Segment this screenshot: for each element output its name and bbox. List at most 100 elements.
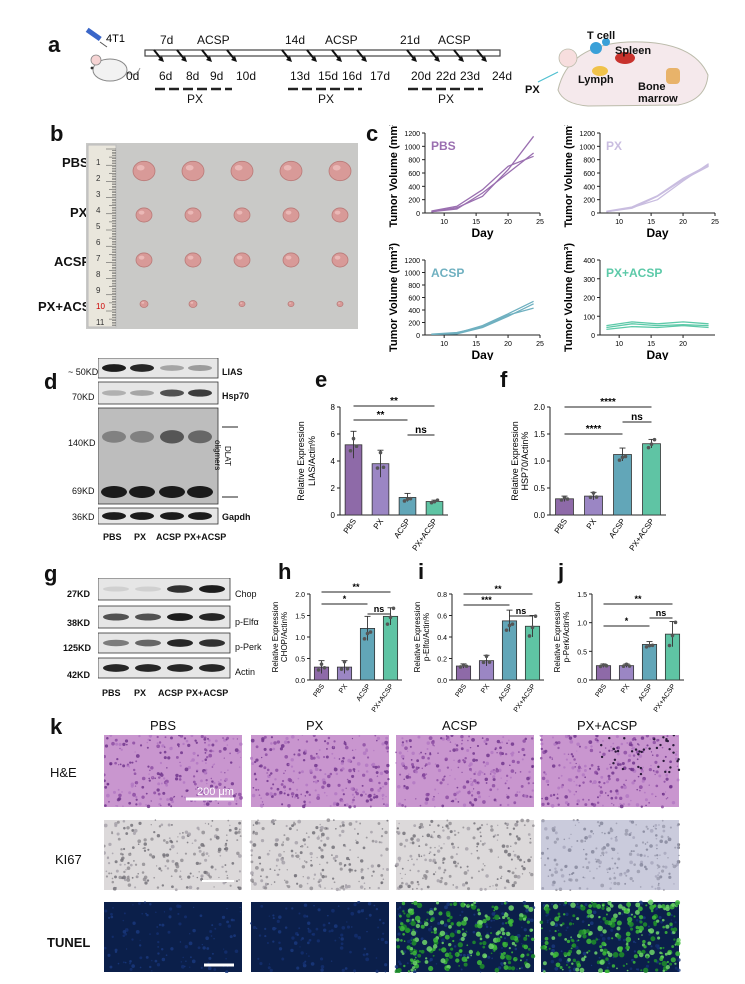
histology-cell [154, 819, 157, 821]
histology-cell [320, 825, 324, 830]
histology-cell [642, 916, 646, 920]
histology-cell [283, 850, 285, 853]
histology-cell [614, 766, 618, 770]
histology-cell [470, 777, 472, 780]
histology-cell [506, 779, 508, 782]
histology-cell [211, 924, 214, 927]
histology-cell [381, 797, 384, 800]
histology-cell [134, 751, 136, 753]
histology-cell [166, 859, 170, 863]
histology-cell [637, 765, 640, 769]
panel-label-k: k [50, 714, 63, 739]
histology-cell [370, 830, 373, 834]
histology-cell [478, 870, 480, 873]
histology-cell [502, 736, 505, 739]
histology-cell [317, 880, 321, 884]
histology-cell [510, 845, 512, 847]
histology-cell [250, 854, 253, 857]
histology-cell [453, 792, 457, 797]
data-point [342, 660, 347, 664]
histology-cell [465, 881, 468, 885]
histology-cell [475, 901, 478, 904]
histology-cell [473, 772, 476, 776]
histology-cell [616, 881, 621, 886]
histology-cell [269, 792, 273, 796]
histology-cell [334, 859, 337, 862]
histology-cell [395, 751, 397, 754]
data-point [354, 444, 359, 449]
histology-cell [602, 804, 604, 807]
histology-cell [514, 841, 518, 845]
histology-cell [303, 914, 307, 918]
histology-cell [572, 819, 575, 822]
histology-cell [117, 764, 120, 766]
western-blot-g [98, 578, 231, 679]
day-8: 8d [186, 69, 200, 83]
histology-cell [293, 821, 295, 824]
histology-cell [193, 800, 197, 803]
tunel-signal [666, 960, 670, 964]
histology-cell [349, 950, 352, 954]
histology-cell [384, 781, 388, 786]
histology-cell [260, 875, 262, 878]
blot-band [130, 430, 154, 443]
histology-cell [385, 746, 390, 750]
histology-cell [282, 841, 285, 843]
blot-band [160, 365, 184, 371]
histology-cell [513, 853, 517, 857]
histology-cell [575, 878, 579, 882]
histology-cell [106, 782, 110, 786]
histology-cell [276, 873, 280, 877]
tunel-signal [509, 921, 513, 924]
tunel-signal [529, 928, 533, 932]
histology-cell [324, 875, 328, 878]
tunel-signal [597, 925, 603, 932]
histology-cell [160, 782, 163, 785]
histology-cell [265, 792, 269, 796]
histology-cell [201, 830, 206, 835]
significance-label: * [343, 594, 347, 604]
tunel-signal [564, 937, 568, 941]
histology-cell [114, 860, 118, 864]
histology-cell [470, 852, 473, 855]
histology-cell [154, 777, 156, 780]
tunel-signal [522, 917, 527, 921]
histology-cell [645, 825, 648, 828]
histology-cell [426, 885, 430, 889]
tunel-signal [661, 918, 665, 922]
histology-cell [366, 930, 368, 933]
tunel-signal [502, 951, 506, 955]
histology-cell [611, 857, 614, 860]
tunel-signal [591, 901, 593, 904]
histology-cell [197, 846, 201, 850]
histology-cell [382, 785, 384, 788]
histology-cell [273, 881, 276, 883]
tunel-signal [482, 941, 487, 946]
histology-cell [166, 767, 168, 769]
histology-cell [160, 823, 164, 827]
tunel-signal [479, 942, 483, 945]
histology-cell [424, 752, 427, 755]
tunel-signal [406, 945, 411, 950]
growth-xtick-label: 20 [679, 341, 687, 348]
histology-cell [632, 836, 636, 839]
histology-cell [107, 916, 111, 919]
histology-cell [282, 785, 287, 789]
histology-cell [283, 792, 286, 795]
histology-cell [419, 804, 422, 807]
histology-cell [472, 781, 474, 783]
tunel-signal [422, 939, 428, 946]
histology-cell [500, 962, 504, 966]
histology-cell [584, 803, 588, 807]
histology-cell [519, 858, 522, 862]
histology-cell [417, 869, 420, 873]
histology-cell [165, 841, 169, 845]
timeline-arrows [153, 49, 487, 62]
tunel-signal [605, 913, 608, 916]
histology-cell [191, 959, 196, 964]
histology-cell [468, 764, 471, 767]
histology-cell [302, 876, 304, 878]
histology-cell [505, 774, 509, 778]
histology-cell [428, 927, 432, 932]
histology-cell [178, 875, 182, 878]
